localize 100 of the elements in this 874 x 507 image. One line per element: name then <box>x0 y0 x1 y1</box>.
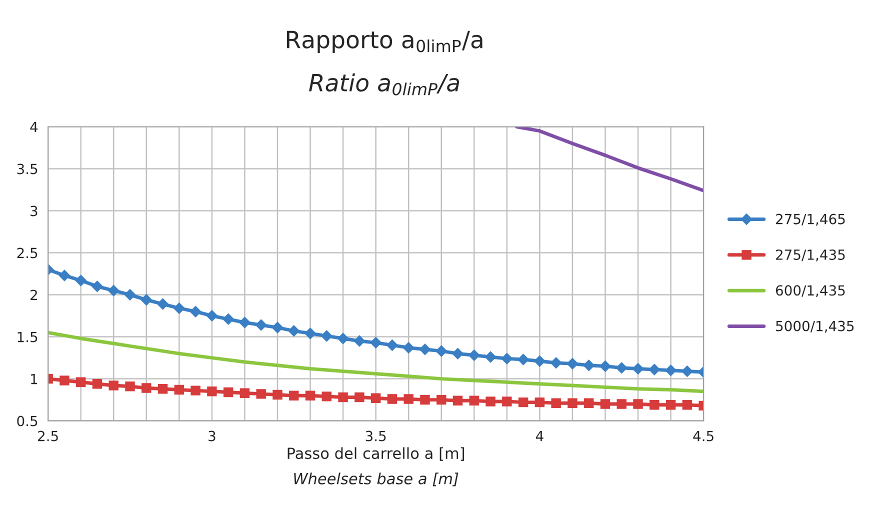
y-tick-label: 2 <box>30 290 37 300</box>
point <box>206 310 218 322</box>
point <box>320 330 333 342</box>
point <box>108 380 118 390</box>
point <box>420 394 430 405</box>
point <box>223 387 234 398</box>
point <box>304 328 316 340</box>
point <box>288 325 300 337</box>
line-series <box>515 126 704 192</box>
point <box>354 392 364 402</box>
legend-label: 275/1,465 <box>776 214 845 226</box>
point <box>468 349 480 362</box>
point <box>190 306 202 318</box>
point <box>174 384 184 395</box>
point <box>289 390 299 400</box>
point <box>402 342 414 354</box>
legend-label: 275/1,435 <box>776 249 845 262</box>
point <box>74 274 87 286</box>
point <box>648 364 660 376</box>
y-tick-label: 0.5 <box>17 416 38 426</box>
point <box>469 396 480 406</box>
point <box>650 400 660 410</box>
point <box>584 398 594 408</box>
point <box>633 399 643 409</box>
x-tick-label: 3.5 <box>366 430 386 442</box>
point <box>238 316 251 328</box>
point <box>616 362 628 374</box>
point <box>255 319 267 331</box>
y-tick-label: 3 <box>30 206 38 216</box>
point <box>142 383 152 393</box>
point <box>140 294 152 306</box>
point <box>632 362 644 375</box>
point <box>322 392 332 402</box>
x-tick-label: 3 <box>208 430 216 442</box>
y-tick-label: 1 <box>31 374 38 384</box>
point <box>501 352 513 365</box>
point <box>502 396 512 406</box>
point <box>387 394 398 404</box>
y-tick-label: 2.5 <box>17 248 38 258</box>
point <box>486 396 496 406</box>
point <box>404 394 414 404</box>
point <box>190 386 200 396</box>
y-tick-label: 3.5 <box>17 164 38 174</box>
point <box>222 313 234 326</box>
point <box>58 270 70 282</box>
point <box>582 359 595 372</box>
point <box>158 384 168 394</box>
point <box>156 298 169 310</box>
point <box>256 389 266 399</box>
point <box>681 365 694 378</box>
point <box>419 344 431 356</box>
point <box>60 376 70 386</box>
point <box>125 382 135 392</box>
point <box>452 348 464 360</box>
point <box>370 336 382 349</box>
x-tick-label: 4 <box>536 430 544 442</box>
point <box>272 322 284 334</box>
point <box>337 332 349 344</box>
point <box>272 390 282 400</box>
legend-label: 600/1,435 <box>776 285 845 298</box>
legend-label: 5000/1,435 <box>776 320 854 333</box>
chart-subtitle: Ratio a$_{0limP}$/a <box>309 73 460 96</box>
point <box>92 378 102 389</box>
point <box>240 388 250 398</box>
point <box>305 390 316 400</box>
point <box>682 400 692 410</box>
x-tick-label: 2.5 <box>38 430 58 442</box>
chart-title: Rapporto a$_{0limP}$/a <box>287 30 482 54</box>
point <box>666 400 676 410</box>
point <box>664 364 677 376</box>
point <box>551 398 561 408</box>
point <box>534 355 546 368</box>
point <box>124 288 136 301</box>
point <box>568 398 578 408</box>
point <box>550 356 562 369</box>
line-series <box>48 330 704 394</box>
point <box>534 397 545 408</box>
point <box>386 339 398 352</box>
point <box>435 345 448 357</box>
y-tick-label: 1.5 <box>18 332 38 342</box>
x-axis-title: Passo del carrello a [m] <box>288 447 464 461</box>
point <box>599 360 612 372</box>
point <box>91 280 104 292</box>
point <box>452 396 463 406</box>
point <box>616 399 626 409</box>
x-tick-label: 4.5 <box>693 430 714 442</box>
point <box>173 302 186 314</box>
point <box>108 284 120 296</box>
point <box>600 399 610 409</box>
y-tick-label: 4 <box>30 122 38 132</box>
point <box>518 397 528 408</box>
point <box>338 392 348 402</box>
point <box>484 351 496 363</box>
point <box>436 394 446 405</box>
point <box>207 386 217 396</box>
point <box>370 393 381 403</box>
point <box>76 377 86 388</box>
text: Wheelsets base a [m] <box>294 472 458 486</box>
point <box>566 358 578 370</box>
point <box>354 335 366 347</box>
